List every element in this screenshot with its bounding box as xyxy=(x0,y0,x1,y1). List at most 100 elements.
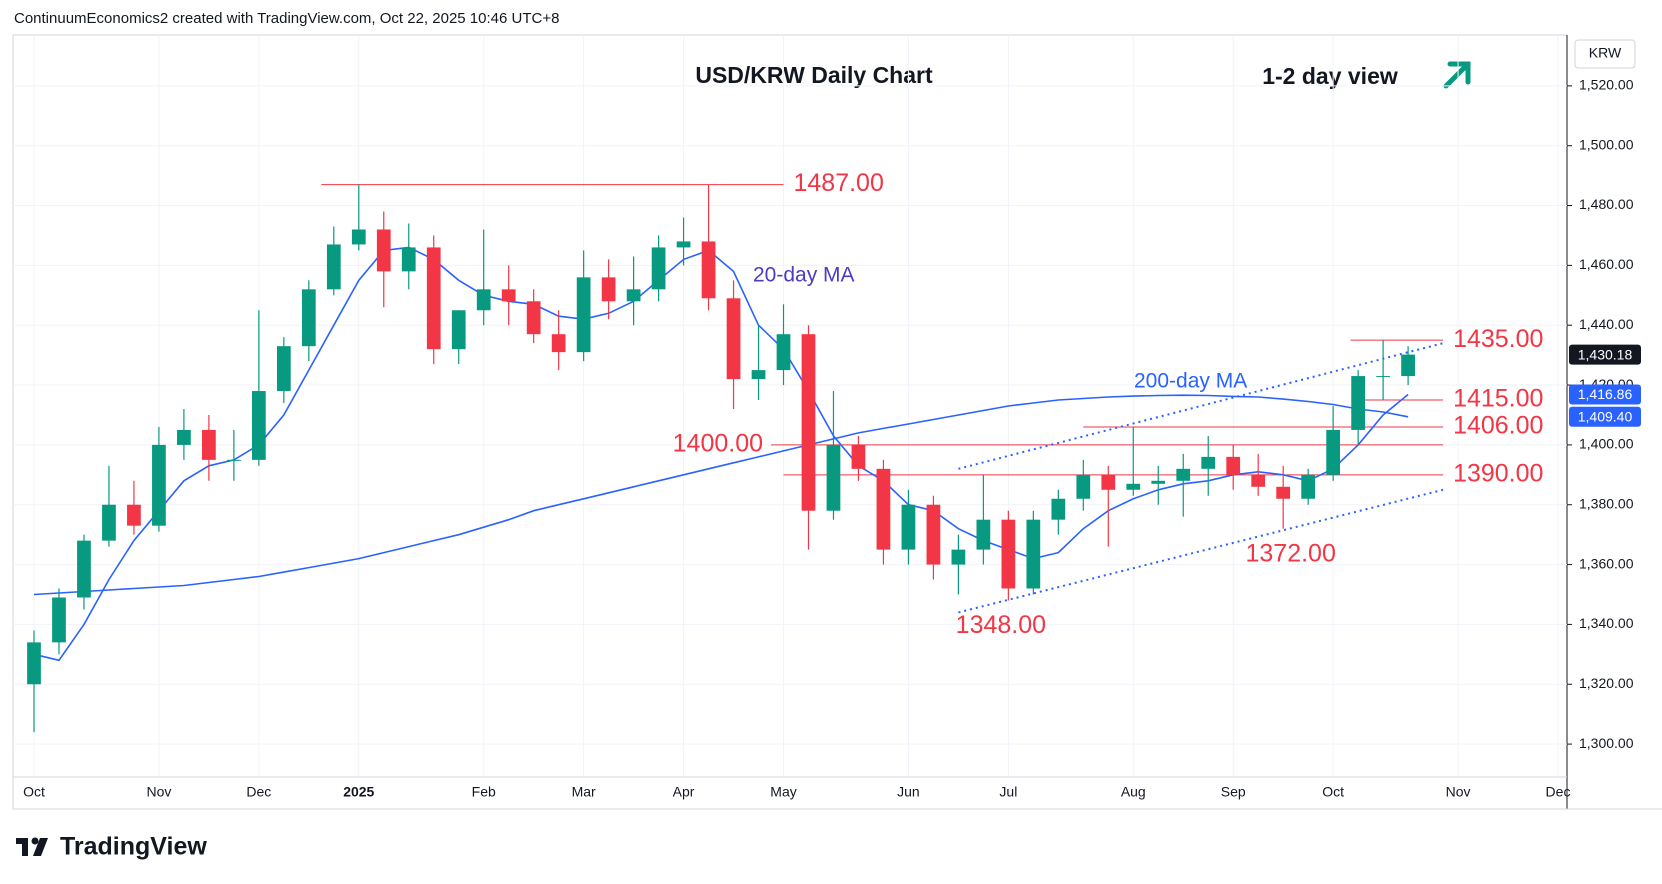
candle-body xyxy=(1051,498,1066,520)
candle-body xyxy=(676,241,691,248)
candle-body xyxy=(127,504,141,526)
candle-body xyxy=(1226,456,1241,475)
candle-body xyxy=(1126,483,1141,490)
candle-body xyxy=(1026,519,1041,589)
y-tick-label: 1,400.00 xyxy=(1579,436,1634,452)
y-tick-label: 1,320.00 xyxy=(1579,675,1634,691)
candle-body xyxy=(626,289,641,302)
chart-frame xyxy=(12,34,1568,810)
grid xyxy=(13,35,1567,777)
candle-body xyxy=(801,334,816,511)
candle-body xyxy=(1251,474,1266,487)
x-tick-label: Oct xyxy=(23,784,45,800)
tradingview-logo xyxy=(16,837,48,856)
x-tick-label: Oct xyxy=(1322,784,1344,800)
price-badge xyxy=(1569,406,1641,427)
candle-body xyxy=(876,468,891,550)
y-tick-label: 1,500.00 xyxy=(1579,136,1634,152)
y-tick-label: 1,300.00 xyxy=(1579,735,1634,751)
candle-body xyxy=(177,429,191,445)
y-tick-label: 1,480.00 xyxy=(1579,196,1634,212)
price-badge-label: 1,430.18 xyxy=(1578,346,1633,362)
candle-body xyxy=(202,429,216,460)
candle-body xyxy=(551,334,566,353)
candle-body xyxy=(701,241,716,299)
candle-body xyxy=(926,504,941,565)
y-tick-label: 1,360.00 xyxy=(1579,555,1634,571)
y-tick-label: 1,440.00 xyxy=(1579,316,1634,332)
candle-body xyxy=(751,370,766,380)
candle-body xyxy=(1151,480,1166,484)
candle-body xyxy=(301,289,316,347)
x-tick-label: Aug xyxy=(1121,784,1146,800)
y-axis-label: KRW xyxy=(1589,45,1622,61)
candle-body xyxy=(152,444,166,526)
x-tick-label: Dec xyxy=(246,784,271,800)
y-tick-label: 1,340.00 xyxy=(1579,615,1634,631)
candle-body xyxy=(776,334,791,371)
level-label: 1400.00 xyxy=(673,430,763,458)
chart-subtitle: 1-2 day view xyxy=(1262,63,1398,89)
candle-body xyxy=(1401,354,1415,377)
candle-body xyxy=(576,277,591,353)
x-tick-label: Dec xyxy=(1546,784,1571,800)
candle-body xyxy=(77,540,91,598)
low-label: 1372.00 xyxy=(1245,539,1335,567)
candle-body xyxy=(326,244,341,290)
candle-body xyxy=(451,310,466,350)
candle-body xyxy=(1001,519,1016,589)
candle-body xyxy=(1101,474,1116,490)
level-label: 1435.00 xyxy=(1453,325,1543,353)
candle-body xyxy=(651,247,666,290)
candle-body xyxy=(501,289,516,302)
y-tick-label: 1,380.00 xyxy=(1579,495,1634,511)
price-badge xyxy=(1569,384,1641,405)
x-tick-label: Nov xyxy=(1446,784,1471,800)
chart-title: USD/KRW Daily Chart xyxy=(695,62,933,88)
candle-body xyxy=(1076,474,1091,499)
x-tick-label: Jul xyxy=(999,784,1017,800)
candle-body xyxy=(401,247,416,272)
x-tick-label: Sep xyxy=(1221,784,1246,800)
currency-box xyxy=(1574,39,1636,69)
candle-body xyxy=(251,391,266,460)
candle-body xyxy=(1276,486,1291,499)
x-tick-label: Mar xyxy=(572,784,596,800)
candle-body xyxy=(276,346,291,392)
candle-body xyxy=(601,277,616,302)
candle-body xyxy=(476,289,491,311)
price-badge xyxy=(1569,344,1641,365)
footer-logo-text: TradingView xyxy=(60,833,207,861)
x-tick-label: Apr xyxy=(673,784,695,800)
x-tick-label: 2025 xyxy=(343,784,374,800)
level-label: 1390.00 xyxy=(1453,459,1543,487)
candle-body xyxy=(976,519,991,550)
candle-body xyxy=(526,301,541,335)
candle-body xyxy=(826,444,841,511)
level-label: 1406.00 xyxy=(1453,412,1543,440)
candle-body xyxy=(52,597,66,643)
ma-label: 20-day MA xyxy=(753,264,855,287)
header: ContinuumEconomics2 created with Trading… xyxy=(14,10,559,27)
candle-body xyxy=(851,444,866,469)
y-tick-label: 1,520.00 xyxy=(1579,77,1634,93)
x-tick-label: Nov xyxy=(146,784,171,800)
candle-body xyxy=(27,642,41,685)
x-tick-label: Feb xyxy=(472,784,496,800)
candle-body xyxy=(351,229,366,245)
candle-body xyxy=(1176,468,1191,481)
candle-body xyxy=(1301,474,1316,499)
candle-body xyxy=(1376,376,1390,378)
channel-line xyxy=(958,342,1444,470)
candle-body xyxy=(951,549,966,565)
low-label: 1348.00 xyxy=(956,611,1046,639)
x-tick-label: Jun xyxy=(897,784,920,800)
candle-body xyxy=(376,229,391,272)
level-label: 1415.00 xyxy=(1453,385,1543,413)
candle-body xyxy=(226,459,241,461)
candle-body xyxy=(1351,376,1366,430)
up-arrow-icon xyxy=(1443,61,1471,89)
candle-body xyxy=(102,504,116,541)
candle-body xyxy=(1326,429,1341,475)
